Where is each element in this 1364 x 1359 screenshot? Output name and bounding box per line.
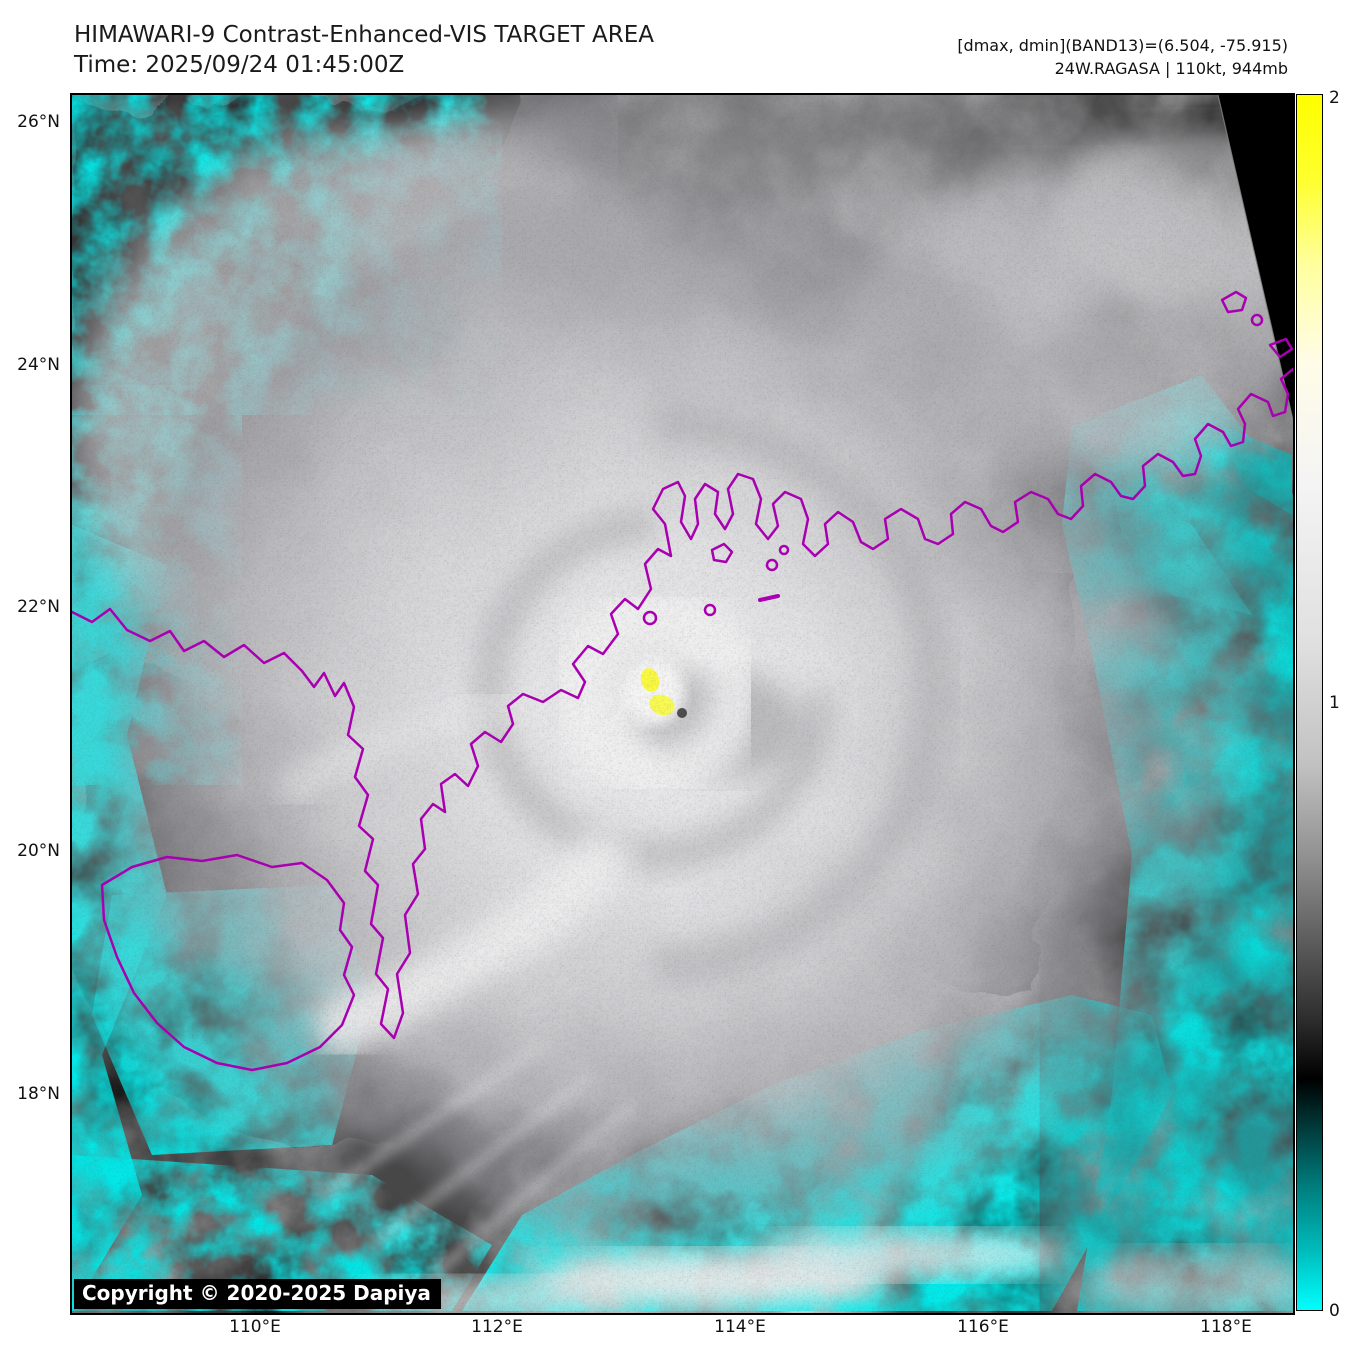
copyright-banner: Copyright © 2020-2025 Dapiya (74, 1279, 441, 1309)
lat-label-22n: 22°N (17, 597, 60, 617)
colorbar-tick-0: 0 (1329, 1301, 1340, 1321)
lon-label-116e: 116°E (957, 1317, 1009, 1337)
lat-label-24n: 24°N (17, 355, 60, 375)
colorbar-tick-2: 2 (1329, 88, 1340, 108)
satellite-map: Copyright © 2020-2025 Dapiya (70, 93, 1295, 1315)
satellite-scene (72, 95, 1293, 1313)
lat-label-18n: 18°N (17, 1084, 60, 1104)
lon-label-110e: 110°E (229, 1317, 281, 1337)
lon-label-114e: 114°E (714, 1317, 766, 1337)
figure-timestamp: Time: 2025/09/24 01:45:00Z (74, 52, 405, 78)
coastline-overlay (72, 290, 1293, 1072)
grain-overlay (72, 95, 1293, 1313)
colorbar (1296, 94, 1323, 1311)
coastline-south-china (72, 367, 1293, 1040)
colorbar-tick-1: 1 (1329, 693, 1340, 713)
coastline-hainan (100, 853, 356, 1072)
figure-title: HIMAWARI-9 Contrast-Enhanced-VIS TARGET … (74, 22, 655, 48)
storm-intensity-text: 24W.RAGASA | 110kt, 944mb (1054, 59, 1288, 78)
figure-metadata: [dmax, dmin](BAND13)=(6.504, -75.915) 24… (957, 34, 1288, 80)
scan-edge-line (1217, 95, 1293, 421)
band-range-text: [dmax, dmin](BAND13)=(6.504, -75.915) (957, 36, 1288, 55)
lon-label-118e: 118°E (1200, 1317, 1252, 1337)
coastline-islands (642, 290, 1293, 626)
lon-label-112e: 112°E (471, 1317, 523, 1337)
lat-label-26n: 26°N (17, 112, 60, 132)
lat-label-20n: 20°N (17, 841, 60, 861)
nodata-wedge (1217, 95, 1293, 421)
